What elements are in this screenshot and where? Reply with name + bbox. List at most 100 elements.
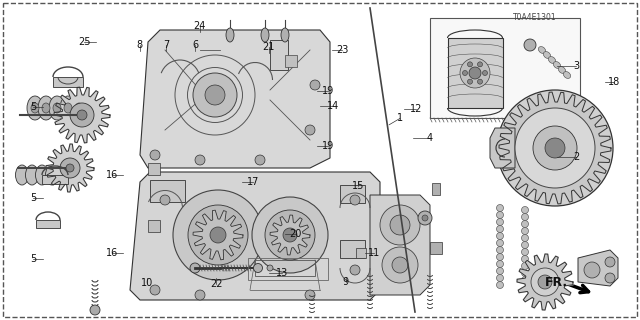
Circle shape — [477, 62, 483, 67]
Circle shape — [497, 219, 504, 226]
Circle shape — [469, 67, 481, 79]
Circle shape — [522, 206, 529, 213]
Ellipse shape — [267, 265, 273, 271]
Ellipse shape — [543, 52, 550, 59]
Circle shape — [584, 262, 600, 278]
Ellipse shape — [45, 165, 58, 185]
Bar — [42, 175, 68, 184]
Circle shape — [531, 268, 559, 296]
Bar — [430, 18, 580, 118]
Polygon shape — [578, 250, 618, 286]
Circle shape — [545, 138, 565, 158]
Circle shape — [522, 242, 529, 249]
Circle shape — [605, 257, 615, 267]
Text: 11: 11 — [368, 248, 381, 258]
Circle shape — [392, 257, 408, 273]
Circle shape — [522, 228, 529, 235]
Circle shape — [497, 260, 504, 268]
Circle shape — [150, 150, 160, 160]
Ellipse shape — [558, 67, 566, 74]
Ellipse shape — [26, 165, 38, 185]
Circle shape — [173, 190, 263, 280]
Ellipse shape — [38, 96, 54, 120]
Circle shape — [467, 62, 472, 67]
Circle shape — [538, 275, 552, 289]
Polygon shape — [370, 195, 430, 295]
Ellipse shape — [190, 263, 200, 273]
Circle shape — [497, 212, 504, 219]
Text: 3: 3 — [573, 60, 579, 71]
Circle shape — [497, 226, 504, 233]
Polygon shape — [54, 87, 110, 143]
Circle shape — [477, 79, 483, 84]
Circle shape — [467, 79, 472, 84]
Text: 20: 20 — [289, 228, 302, 239]
Polygon shape — [130, 172, 380, 300]
Ellipse shape — [226, 28, 234, 42]
Circle shape — [150, 285, 160, 295]
Ellipse shape — [281, 28, 289, 42]
Bar — [53, 77, 83, 87]
Circle shape — [188, 205, 248, 265]
Circle shape — [497, 282, 504, 289]
Ellipse shape — [15, 165, 29, 185]
Circle shape — [533, 126, 577, 170]
Circle shape — [525, 262, 565, 302]
Circle shape — [497, 268, 504, 275]
Circle shape — [77, 110, 87, 120]
Circle shape — [195, 155, 205, 165]
Ellipse shape — [53, 103, 61, 113]
Bar — [340, 240, 365, 258]
Text: 23: 23 — [336, 44, 349, 55]
Circle shape — [305, 125, 315, 135]
Circle shape — [605, 273, 615, 283]
Circle shape — [305, 290, 315, 300]
Circle shape — [60, 158, 80, 178]
Circle shape — [522, 220, 529, 228]
Text: 22: 22 — [210, 279, 223, 289]
Text: 24: 24 — [193, 21, 206, 31]
Ellipse shape — [75, 103, 83, 113]
Ellipse shape — [71, 96, 87, 120]
Text: T0A4E1301: T0A4E1301 — [513, 13, 556, 22]
Text: 16: 16 — [106, 248, 118, 258]
Circle shape — [522, 249, 529, 255]
Circle shape — [483, 70, 488, 76]
Bar — [248, 258, 328, 280]
Text: 5: 5 — [30, 193, 36, 204]
Text: 19: 19 — [321, 140, 334, 151]
Ellipse shape — [60, 96, 76, 120]
Ellipse shape — [563, 72, 571, 78]
Text: 13: 13 — [275, 268, 288, 278]
Bar — [255, 260, 315, 276]
Ellipse shape — [253, 263, 262, 273]
Circle shape — [463, 70, 467, 76]
Text: 7: 7 — [163, 40, 170, 51]
Text: 18: 18 — [608, 76, 621, 87]
Polygon shape — [46, 144, 94, 192]
Ellipse shape — [42, 103, 50, 113]
Text: 16: 16 — [106, 170, 118, 180]
Text: FR.: FR. — [545, 276, 568, 289]
Bar — [150, 180, 185, 202]
Circle shape — [497, 90, 613, 206]
Text: 1: 1 — [397, 113, 403, 124]
Ellipse shape — [548, 57, 556, 63]
Text: 5: 5 — [30, 254, 36, 264]
Circle shape — [522, 262, 529, 269]
Circle shape — [522, 255, 529, 262]
Polygon shape — [193, 210, 243, 260]
Bar — [148, 163, 160, 175]
Ellipse shape — [35, 165, 49, 185]
Polygon shape — [140, 30, 330, 168]
Circle shape — [497, 233, 504, 239]
Polygon shape — [490, 128, 515, 168]
Circle shape — [160, 195, 170, 205]
Ellipse shape — [31, 103, 39, 113]
Circle shape — [497, 239, 504, 246]
Circle shape — [497, 275, 504, 282]
Ellipse shape — [27, 96, 43, 120]
Circle shape — [193, 73, 237, 117]
Text: 5: 5 — [30, 102, 36, 112]
Ellipse shape — [554, 61, 561, 68]
